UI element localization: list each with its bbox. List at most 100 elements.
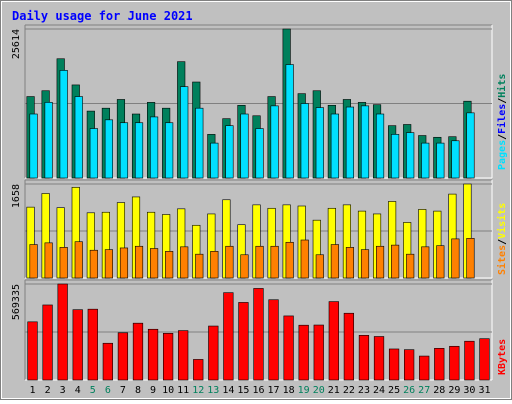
bar-pages-21 xyxy=(330,113,339,179)
bar-sites-22 xyxy=(345,247,355,279)
bar-sites-30 xyxy=(466,238,475,279)
bar-kbytes-11 xyxy=(178,330,189,381)
bar-kbytes-17 xyxy=(268,299,279,381)
x-tick-label-20: 20 xyxy=(313,385,325,396)
bar-kbytes-19 xyxy=(298,324,309,381)
x-tick-label-13: 13 xyxy=(207,385,219,396)
bar-kbytes-29 xyxy=(449,345,460,381)
bar-sites-18 xyxy=(285,241,294,279)
x-tick-label-28: 28 xyxy=(433,385,445,396)
x-tick-label-29: 29 xyxy=(448,385,460,396)
bar-sites-17 xyxy=(270,245,279,279)
bar-sites-4 xyxy=(74,241,83,279)
x-tick-label-1: 1 xyxy=(30,385,36,396)
legend-entry-pages: Pages xyxy=(497,140,508,170)
x-tick-label-31: 31 xyxy=(478,385,490,396)
bar-kbytes-26 xyxy=(404,349,415,381)
bar-pages-6 xyxy=(104,119,113,179)
bar-kbytes-18 xyxy=(283,315,294,381)
x-tick-label-8: 8 xyxy=(135,385,141,396)
x-tick-label-30: 30 xyxy=(463,385,475,396)
bar-kbytes-13 xyxy=(208,325,219,381)
bar-pages-10 xyxy=(165,122,174,179)
x-tick-label-25: 25 xyxy=(388,385,400,396)
bar-sites-16 xyxy=(255,245,264,279)
legend-entry-files: Files xyxy=(496,104,508,134)
bar-kbytes-8 xyxy=(132,322,144,381)
bar-pages-3 xyxy=(59,70,68,179)
bar-pages-23 xyxy=(360,105,370,179)
x-tick-label-19: 19 xyxy=(298,385,310,396)
bar-pages-27 xyxy=(421,142,430,179)
bar-kbytes-16 xyxy=(253,288,264,381)
y-tick-label-visits-sites: 1658 xyxy=(11,184,22,208)
bar-pages-29 xyxy=(451,140,460,179)
bar-sites-28 xyxy=(436,245,445,279)
bar-kbytes-24 xyxy=(373,336,385,381)
bar-kbytes-22 xyxy=(343,312,355,381)
bar-kbytes-20 xyxy=(313,324,324,381)
x-tick-label-22: 22 xyxy=(343,385,355,396)
x-tick-label-21: 21 xyxy=(328,385,340,396)
bar-pages-28 xyxy=(436,142,445,179)
x-tick-label-10: 10 xyxy=(162,385,174,396)
bar-kbytes-14 xyxy=(223,292,234,381)
bar-sites-9 xyxy=(150,248,159,279)
bar-kbytes-30 xyxy=(464,340,475,381)
bar-sites-27 xyxy=(421,246,430,279)
bar-sites-12 xyxy=(195,253,204,279)
legend-entry-sites: Sites xyxy=(496,245,508,275)
bar-pages-15 xyxy=(240,113,249,179)
chart-title: Daily usage for June 2021 xyxy=(12,9,193,23)
bar-kbytes-5 xyxy=(87,308,98,381)
legend-separator: / xyxy=(497,239,508,245)
bar-pages-22 xyxy=(345,106,355,179)
x-tick-label-18: 18 xyxy=(283,385,295,396)
legend-separator: / xyxy=(497,134,508,140)
bar-pages-11 xyxy=(180,86,189,179)
y-tick-label-kbytes: 569335 xyxy=(11,284,22,320)
bar-kbytes-15 xyxy=(238,302,249,381)
panel-kbytes: 569335 KBytes xyxy=(11,279,508,381)
bar-sites-11 xyxy=(180,246,189,279)
bar-sites-10 xyxy=(165,251,174,279)
x-tick-label-2: 2 xyxy=(45,385,51,396)
x-tick-label-9: 9 xyxy=(150,385,156,396)
legend-entry-hits: Hits xyxy=(496,74,508,98)
bar-sites-15 xyxy=(240,254,249,279)
x-tick-label-24: 24 xyxy=(373,385,385,396)
bar-kbytes-25 xyxy=(388,348,400,381)
legend-visits-sites: Sites/Visits xyxy=(496,203,508,275)
bar-sites-13 xyxy=(210,251,219,279)
bar-pages-18 xyxy=(285,64,294,179)
panel-visits-sites: 1658 Sites/Visits xyxy=(11,179,508,279)
bar-pages-9 xyxy=(150,116,159,179)
x-tick-label-11: 11 xyxy=(177,385,189,396)
bar-sites-20 xyxy=(315,254,324,279)
bar-sites-1 xyxy=(29,244,38,279)
bar-sites-6 xyxy=(104,249,113,279)
bar-kbytes-1 xyxy=(27,321,38,381)
bar-kbytes-3 xyxy=(57,283,68,381)
bar-pages-25 xyxy=(391,134,400,179)
bar-sites-21 xyxy=(330,244,339,279)
bar-kbytes-28 xyxy=(434,347,445,381)
bar-kbytes-21 xyxy=(328,301,339,381)
bar-pages-16 xyxy=(255,128,264,179)
bar-pages-13 xyxy=(210,142,219,179)
bar-pages-12 xyxy=(195,107,204,179)
bar-pages-8 xyxy=(134,122,144,179)
x-tick-label-27: 27 xyxy=(418,385,430,396)
x-tick-label-15: 15 xyxy=(237,385,249,396)
bar-pages-17 xyxy=(270,105,279,179)
bar-kbytes-6 xyxy=(102,342,113,381)
y-tick-label-hits-files-pages: 25614 xyxy=(11,29,22,59)
x-tick-label-23: 23 xyxy=(358,385,370,396)
bar-kbytes-2 xyxy=(42,304,53,381)
x-tick-label-12: 12 xyxy=(192,385,204,396)
x-tick-label-6: 6 xyxy=(105,385,111,396)
bar-sites-29 xyxy=(451,238,460,279)
bar-pages-7 xyxy=(119,122,129,179)
